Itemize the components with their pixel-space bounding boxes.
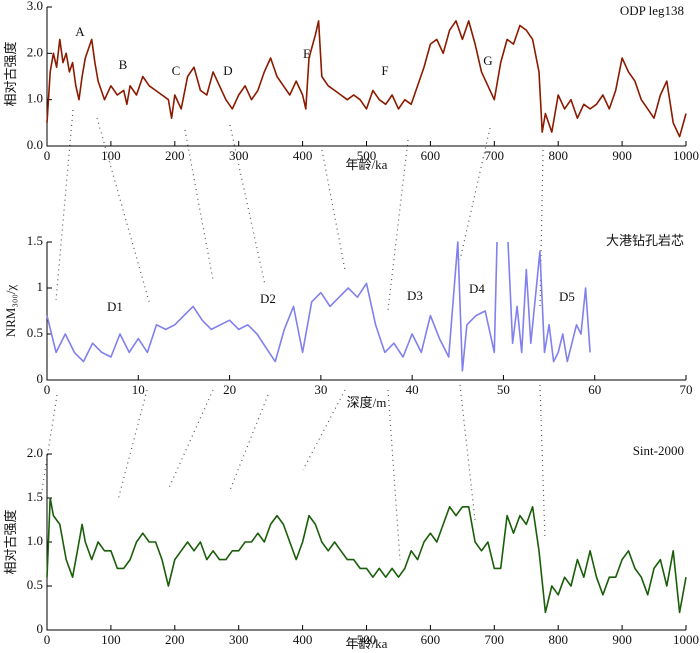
annotation: D (223, 63, 232, 78)
data-line (46, 241, 498, 372)
x-tick-label: 800 (548, 148, 568, 163)
x-tick-label: 0 (44, 382, 51, 397)
annotation: G (483, 53, 492, 68)
axis-frame (46, 242, 686, 381)
annotation: F (381, 63, 388, 78)
x-tick-label: 1000 (673, 632, 699, 647)
data-line (507, 241, 591, 363)
y-axis-label: 相对古强度 (3, 509, 18, 574)
x-tick-label: 40 (406, 382, 419, 397)
x-tick-label: 50 (497, 382, 510, 397)
x-tick-label: 400 (293, 148, 313, 163)
x-tick-label: 70 (680, 382, 693, 397)
y-tick-label: 0 (37, 371, 44, 386)
y-tick-label: 3.0 (27, 0, 43, 13)
annotation: C (172, 63, 181, 78)
x-tick-label: 800 (548, 632, 568, 647)
chart-title: 大港钻孔岩芯 (606, 233, 684, 248)
y-axis-label: 相对古强度 (3, 41, 18, 106)
x-tick-label: 1000 (673, 148, 699, 163)
dotted-line (41, 384, 546, 561)
y-tick-label: 0.0 (27, 137, 43, 152)
y-tick-label: 1.5 (27, 489, 43, 504)
correlation-lines (41, 109, 546, 561)
x-axis-label: 年龄/ka (346, 636, 388, 651)
x-tick-label: 60 (588, 382, 601, 397)
x-tick-label: 700 (485, 148, 505, 163)
annotation: A (75, 24, 85, 39)
x-axis-label: 年龄/ka (346, 157, 388, 172)
data-line (46, 20, 687, 138)
x-tick-label: 500 (357, 148, 377, 163)
x-tick-label: 500 (357, 632, 377, 647)
x-tick-label: 300 (229, 632, 249, 647)
x-tick-label: 0 (44, 632, 51, 647)
y-tick-label: 1.0 (27, 91, 43, 106)
x-tick-label: 200 (165, 148, 185, 163)
y-tick-label: 2.0 (27, 445, 43, 460)
x-tick-label: 600 (421, 632, 441, 647)
annotation: E (303, 46, 311, 61)
x-tick-label: 900 (612, 148, 632, 163)
x-tick-label: 700 (485, 632, 505, 647)
y-tick-label: 1.5 (27, 233, 43, 248)
x-tick-label: 0 (44, 148, 51, 163)
x-tick-label: 400 (293, 632, 313, 647)
x-tick-label: 100 (101, 148, 121, 163)
y-tick-label: 0 (37, 621, 44, 636)
x-tick-label: 200 (165, 632, 185, 647)
annotation: D5 (559, 289, 575, 304)
x-tick-label: 600 (421, 148, 441, 163)
chart-title: ODP leg138 (620, 3, 684, 18)
annotation: D2 (260, 291, 276, 306)
y-tick-label: 0.5 (27, 577, 43, 592)
y-tick-label: 1 (37, 279, 44, 294)
annotation: D4 (469, 281, 485, 296)
annotation: D3 (407, 288, 423, 303)
y-tick-label: 2.0 (27, 44, 43, 59)
y-axis-label: NRM₃₀₀/χ (3, 284, 18, 337)
x-tick-label: 100 (101, 632, 121, 647)
x-axis-label: 深度/m (347, 395, 387, 410)
x-tick-label: 30 (314, 382, 327, 397)
dotted-line (55, 109, 544, 311)
chart-title: Sint-2000 (633, 443, 684, 458)
axis-frame (46, 454, 686, 631)
data-line (46, 497, 687, 614)
y-tick-label: 1.0 (27, 533, 43, 548)
x-tick-label: 20 (223, 382, 236, 397)
x-tick-label: 300 (229, 148, 249, 163)
annotation: D1 (107, 299, 123, 314)
x-tick-label: 10 (132, 382, 145, 397)
y-tick-label: 0.5 (27, 325, 43, 340)
x-tick-label: 900 (612, 632, 632, 647)
annotation: B (119, 57, 128, 72)
